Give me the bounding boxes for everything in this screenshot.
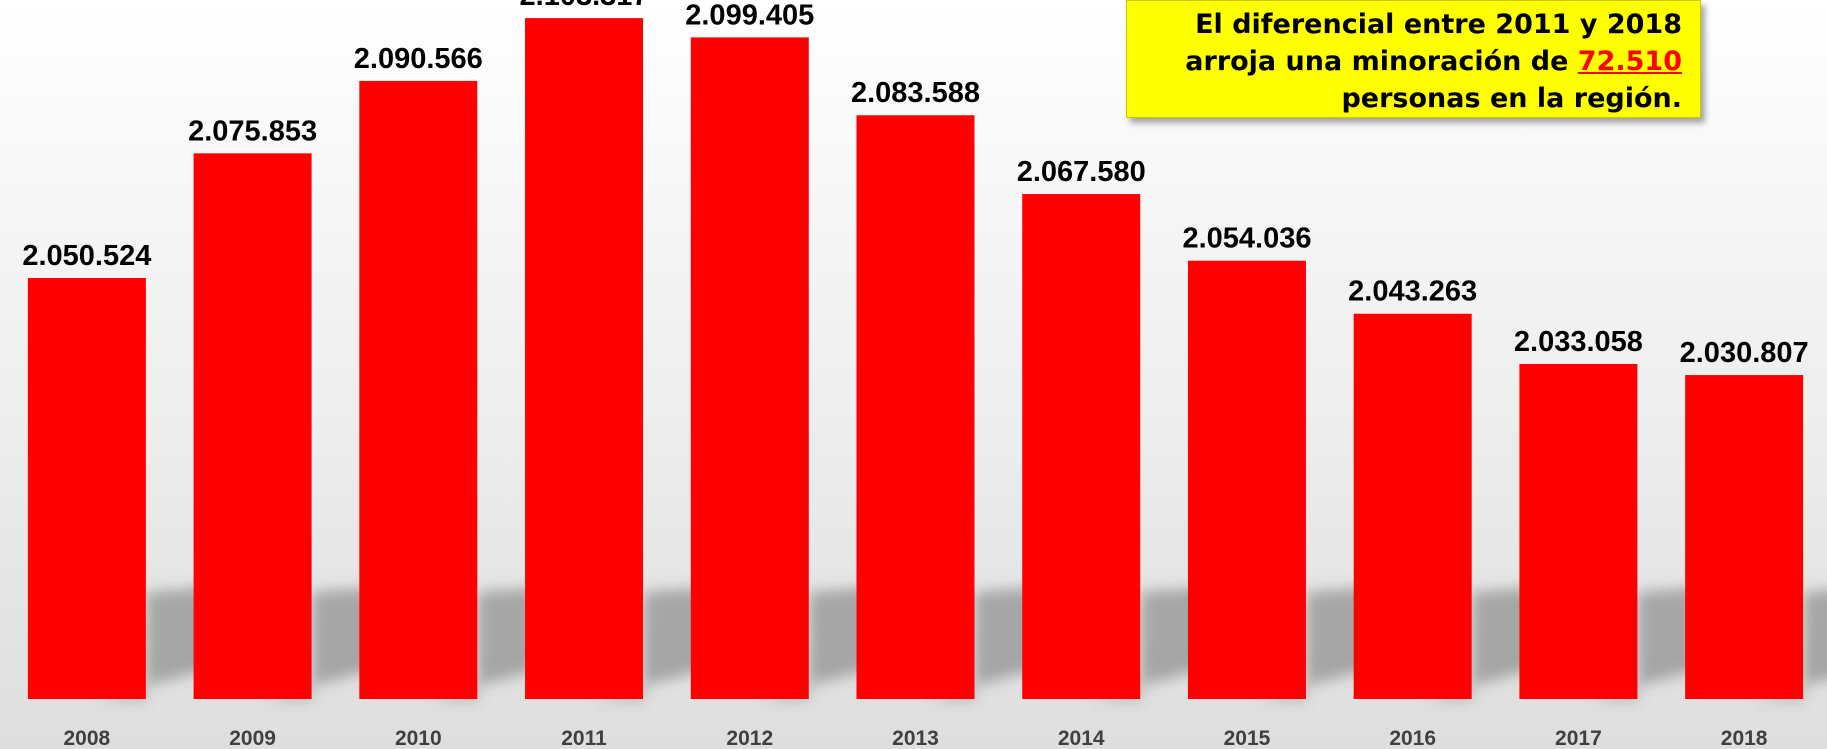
bar-2010 [359, 80, 478, 699]
data-label-2010: 2.090.566 [354, 43, 483, 75]
data-label-2011: 2.103.317 [520, 0, 649, 12]
data-label-2009: 2.075.853 [188, 115, 317, 147]
data-label-2017: 2.033.058 [1514, 326, 1643, 358]
callout-line-3: personas en la región. [1341, 83, 1682, 114]
bar-shadow [1755, 589, 1827, 699]
bar-2015 [1187, 260, 1306, 699]
bar-2017 [1519, 363, 1638, 699]
data-labels: 2.050.524 2.075.853 2.090.566 2.103.317 2.09… [22, 0, 1808, 369]
bar-2018 [1685, 375, 1804, 699]
data-label-2008: 2.050.524 [22, 240, 151, 272]
data-label-2012: 2.099.405 [685, 0, 814, 31]
x-tick-2016: 2016 [1389, 727, 1436, 749]
data-label-2014: 2.067.580 [1017, 156, 1146, 188]
bar-2008 [27, 278, 146, 699]
bar-2012 [690, 37, 809, 699]
bars [27, 18, 1804, 700]
x-axis-tick-labels: 2008 2009 2010 2011 2012 2013 2014 2015 2016 2017… [64, 727, 1768, 749]
annotation-callout: El diferencial entre 2011 y 2018 arroja … [1126, 0, 1701, 118]
bar-2014 [1022, 194, 1141, 700]
x-tick-2012: 2012 [726, 727, 773, 749]
x-tick-2010: 2010 [395, 727, 442, 749]
bar-2011 [525, 18, 644, 699]
x-tick-2014: 2014 [1058, 727, 1105, 749]
x-tick-2013: 2013 [892, 727, 939, 749]
x-tick-2011: 2011 [561, 727, 607, 749]
bar-2013 [856, 115, 975, 699]
x-tick-2008: 2008 [64, 727, 111, 749]
bar-2009 [193, 153, 312, 699]
data-label-2018: 2.030.807 [1680, 337, 1809, 369]
data-label-2015: 2.054.036 [1182, 223, 1311, 255]
bar-2016 [1353, 313, 1472, 699]
callout-line-1: El diferencial entre 2011 y 2018 [1195, 9, 1682, 40]
callout-line-2-prefix: arroja una minoración de [1185, 46, 1578, 77]
data-label-2013: 2.083.588 [851, 77, 980, 109]
x-tick-2018: 2018 [1721, 727, 1768, 749]
x-tick-2017: 2017 [1555, 727, 1602, 749]
data-label-2016: 2.043.263 [1348, 276, 1477, 308]
x-tick-2015: 2015 [1224, 727, 1271, 749]
callout-highlight-value: 72.510 [1577, 46, 1682, 77]
x-tick-2009: 2009 [229, 727, 276, 749]
callout-line-2: arroja una minoración de 72.510 [1145, 43, 1682, 80]
